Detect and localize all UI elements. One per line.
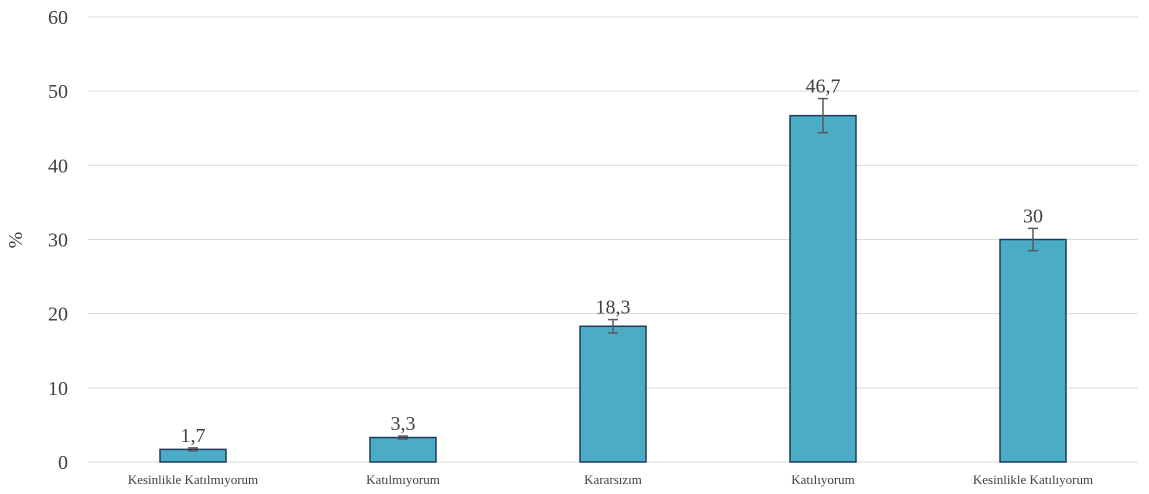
bar-2 bbox=[369, 436, 437, 463]
data-label-3: 18,3 bbox=[596, 297, 631, 319]
x-category-label-5: Kesinlikle Katılıyorum bbox=[973, 472, 1093, 487]
bar-3 bbox=[579, 325, 647, 463]
bar-5 bbox=[999, 238, 1067, 463]
x-category-label-3: Kararsızım bbox=[584, 472, 642, 487]
error-bar-2 bbox=[398, 435, 408, 440]
data-label-5: 30 bbox=[1023, 205, 1043, 227]
y-tick-label-50: 50 bbox=[48, 81, 68, 103]
y-tick-label-20: 20 bbox=[48, 304, 68, 326]
error-bar-4 bbox=[818, 97, 828, 134]
y-tick-label-0: 0 bbox=[58, 452, 68, 474]
y-axis-label: % bbox=[5, 232, 27, 249]
error-bar-3 bbox=[608, 318, 618, 334]
error-bar-1 bbox=[188, 447, 198, 452]
error-bar-5 bbox=[1028, 227, 1038, 252]
y-axis-ticks: 0 10 20 30 40 50 60 bbox=[48, 7, 68, 474]
data-label-1: 1,7 bbox=[181, 425, 206, 447]
x-category-label-2: Katılmıyorum bbox=[366, 472, 440, 487]
grid-lines bbox=[88, 16, 1138, 463]
y-tick-label-60: 60 bbox=[48, 7, 68, 29]
data-label-4: 46,7 bbox=[806, 76, 841, 98]
y-tick-label-40: 40 bbox=[48, 155, 68, 177]
x-category-label-4: Katılıyorum bbox=[791, 472, 855, 487]
x-category-label-1: Kesinlikle Katılmıyorum bbox=[128, 472, 258, 487]
bar-4 bbox=[789, 114, 857, 463]
data-labels: 1,7 3,3 18,3 46,7 30 bbox=[181, 76, 1044, 447]
y-tick-label-10: 10 bbox=[48, 378, 68, 400]
data-label-2: 3,3 bbox=[391, 413, 416, 435]
error-bars bbox=[188, 97, 1038, 452]
x-axis-categories: Kesinlikle Katılmıyorum Katılmıyorum Karar… bbox=[128, 472, 1093, 487]
bars bbox=[159, 114, 1067, 463]
y-tick-label-30: 30 bbox=[48, 230, 68, 252]
